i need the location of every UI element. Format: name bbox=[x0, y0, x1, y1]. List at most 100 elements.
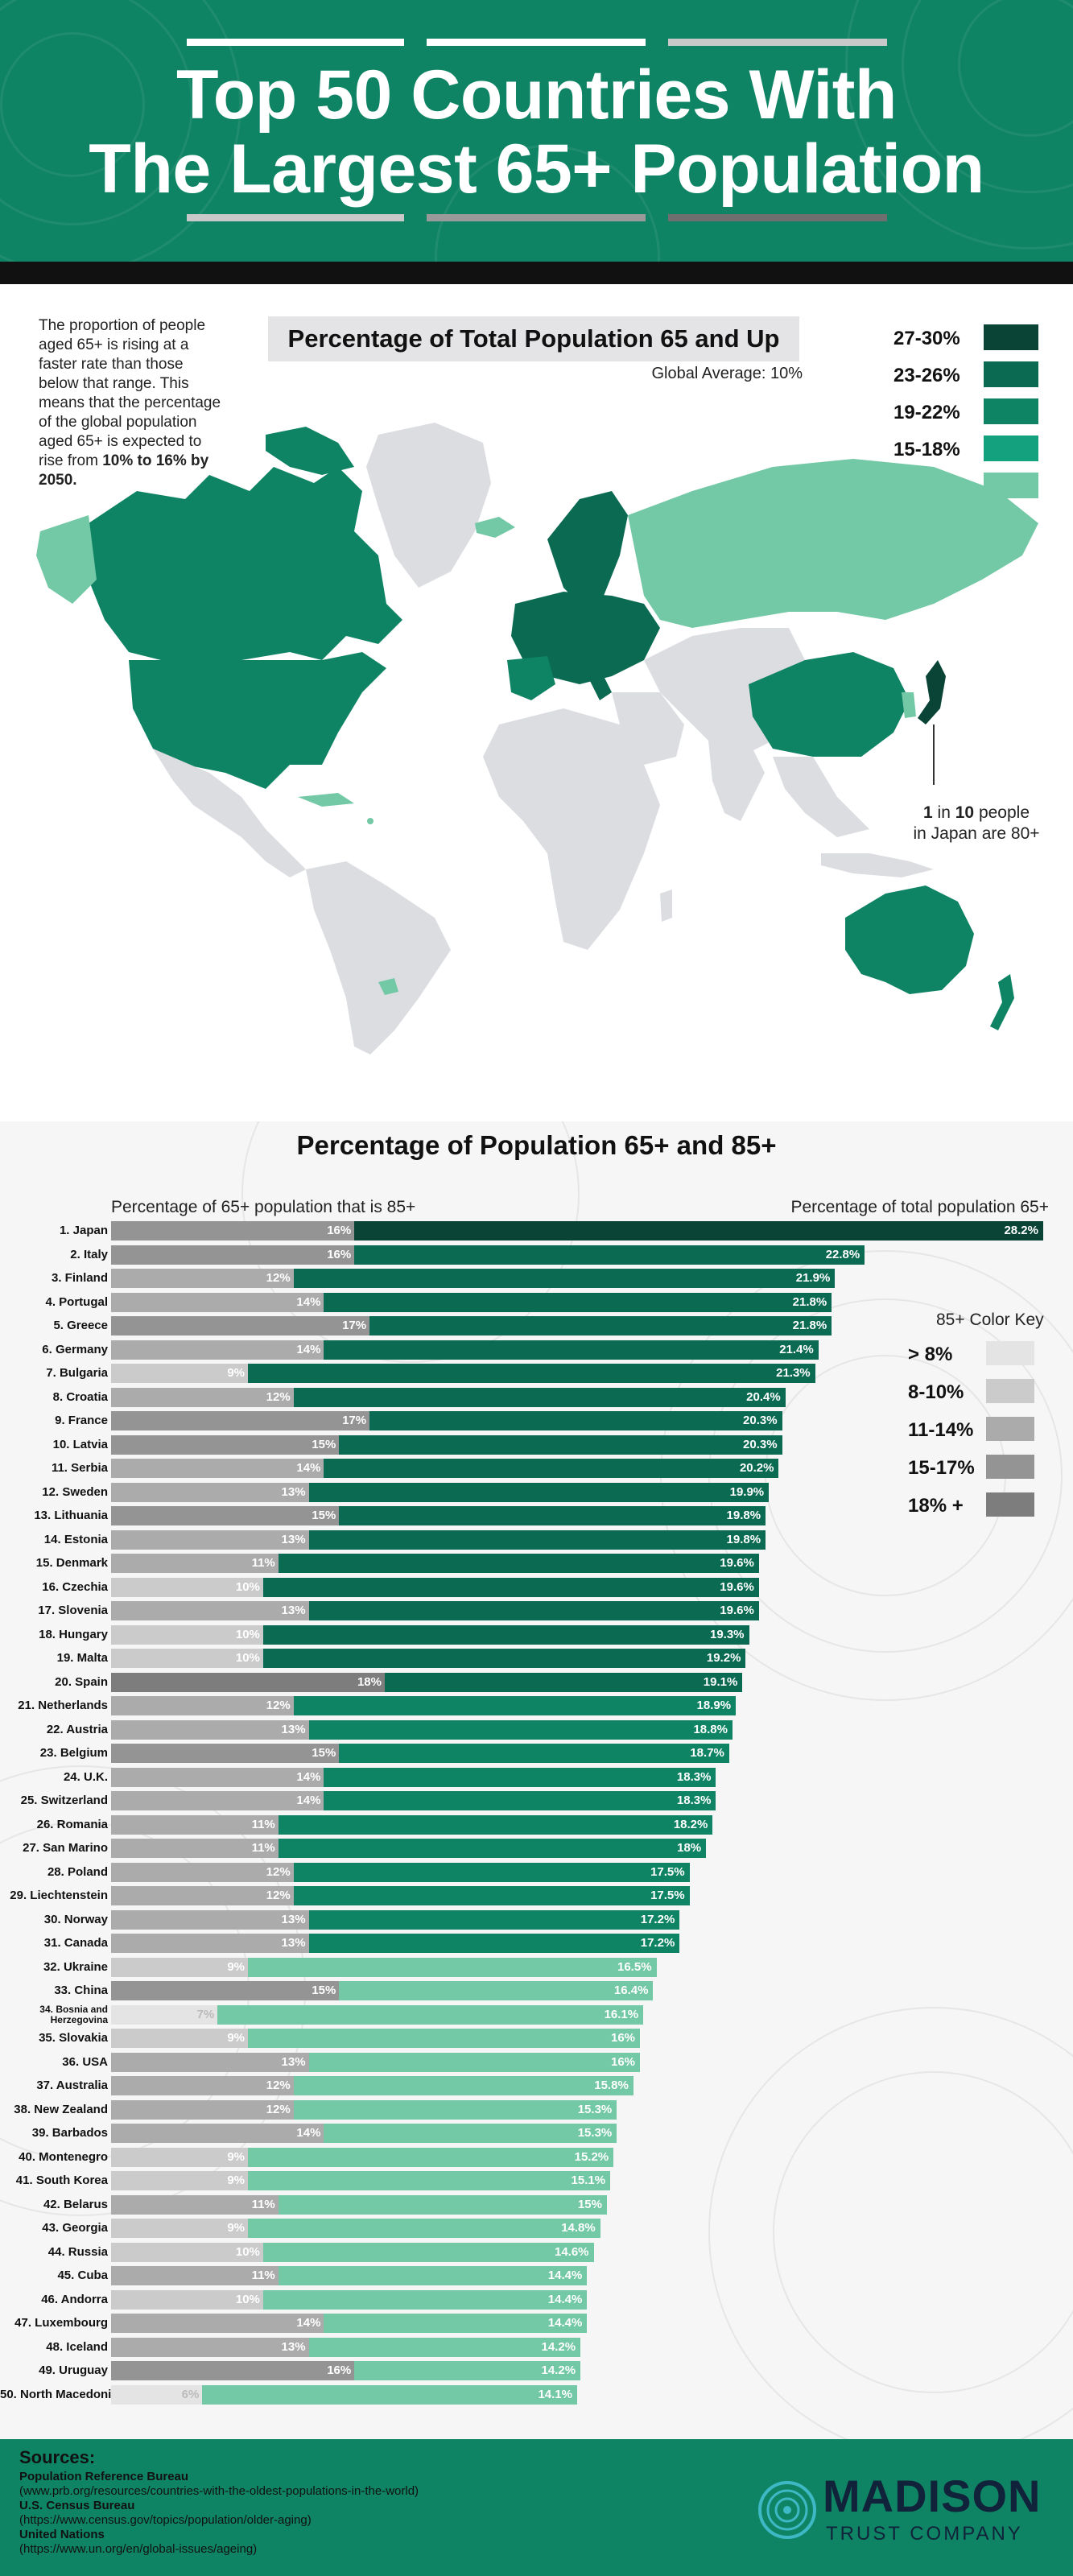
bar-65-value: 15.2% bbox=[574, 2149, 609, 2164]
color-key-label: 15-17% bbox=[908, 1457, 975, 1479]
bar-85-plus: 17% bbox=[111, 1316, 370, 1335]
country-label: 22. Austria bbox=[46, 1722, 108, 1736]
map-china bbox=[749, 652, 910, 757]
color-key-swatch bbox=[986, 1417, 1034, 1441]
title-rule bbox=[427, 39, 646, 46]
bar-85-plus: 11% bbox=[111, 1554, 279, 1573]
map-legend-label: 19-22% bbox=[893, 402, 960, 423]
bar-85-value: 9% bbox=[227, 2031, 245, 2045]
bar-85-value: 16% bbox=[327, 1247, 352, 1261]
bar-row: 12. Sweden 19.9% 13% bbox=[0, 1482, 1073, 1503]
bar-65-value: 20.2% bbox=[739, 1461, 774, 1475]
japan-note-num2: 10 bbox=[955, 803, 975, 822]
bar-85-value: 14% bbox=[296, 2316, 321, 2330]
bar-85-plus: 11% bbox=[111, 2266, 279, 2285]
country-label: 35. Slovakia bbox=[39, 2031, 108, 2045]
bar-row: 3. Finland 21.9% 12% bbox=[0, 1268, 1073, 1289]
bar-85-plus: 13% bbox=[111, 1601, 309, 1620]
bar-85-value: 13% bbox=[281, 2339, 306, 2354]
map-russia bbox=[628, 459, 1038, 628]
bar-row: 44. Russia 14.6% 10% bbox=[0, 2242, 1073, 2263]
bar-65-value: 21.8% bbox=[792, 1319, 827, 1332]
country-label: 42. Belarus bbox=[43, 2197, 108, 2211]
bar-row: 6. Germany 21.4% 14% bbox=[0, 1340, 1073, 1360]
bar-85-plus: 11% bbox=[111, 2194, 279, 2215]
japan-note: 1 in 10 people in Japan are 80+ bbox=[900, 803, 1053, 844]
world-map bbox=[36, 423, 1038, 1055]
bar-85-value: 10% bbox=[235, 2292, 260, 2306]
country-label: 41. South Korea bbox=[15, 2174, 108, 2187]
bar-85-value: 11% bbox=[251, 1556, 275, 1570]
bar-85-value: 12% bbox=[266, 1271, 291, 1285]
bar-65-value: 15.8% bbox=[594, 2079, 629, 2092]
page-title: Top 50 Countries With The Largest 65+ Po… bbox=[0, 58, 1073, 206]
map-uruguay bbox=[378, 978, 398, 995]
bar-85-plus: 12% bbox=[111, 2099, 294, 2120]
bar-85-value: 9% bbox=[227, 2149, 245, 2164]
bar-65-value: 22.8% bbox=[825, 1247, 860, 1261]
label-65-plus: Percentage of total population 65+ bbox=[790, 1198, 1050, 1216]
bar-row: 32. Ukraine 16.5% 9% bbox=[0, 1957, 1073, 1978]
map-legend-item: 23-26% bbox=[893, 361, 1038, 389]
bar-row: 17. Slovenia 19.6% 13% bbox=[0, 1600, 1073, 1621]
bar-85-plus: 12% bbox=[111, 1269, 294, 1288]
bar-65-value: 21.9% bbox=[795, 1271, 831, 1285]
bar-65-value: 19.9% bbox=[729, 1484, 765, 1499]
bar-row: 47. Luxembourg 14.4% 14% bbox=[0, 2313, 1073, 2334]
bar-row: 26. Romania 18.2% 11% bbox=[0, 1814, 1073, 1835]
bar-row: 8. Croatia 20.4% 12% bbox=[0, 1387, 1073, 1408]
map-scandinavia bbox=[547, 491, 628, 604]
bar-85-plus: 12% bbox=[111, 1862, 294, 1882]
bar-65-value: 15% bbox=[577, 2197, 602, 2211]
country-label: 19. Malta bbox=[56, 1651, 108, 1665]
bar-85-plus: 10% bbox=[111, 1577, 263, 1597]
bar-row: 25. Switzerland 18.3% 14% bbox=[0, 1790, 1073, 1811]
country-label: 40. Montenegro bbox=[19, 2149, 108, 2164]
bar-row: 37. Australia 15.8% 12% bbox=[0, 2075, 1073, 2096]
bar-85-value: 15% bbox=[312, 1509, 336, 1522]
bar-85-value: 10% bbox=[235, 1627, 260, 1641]
bar-65-value: 21.4% bbox=[779, 1342, 814, 1356]
bar-65-value: 19.6% bbox=[720, 1604, 754, 1617]
bar-85-value: 9% bbox=[227, 2174, 245, 2187]
bar-row: 15. Denmark 19.6% 11% bbox=[0, 1553, 1073, 1574]
bar-row: 42. Belarus 15% 11% bbox=[0, 2194, 1073, 2215]
color-key-item: 15-17% bbox=[902, 1455, 1034, 1480]
bar-row: 50. North Macedonia 14.1% 6% bbox=[0, 2384, 1073, 2405]
map-legend-swatch bbox=[984, 436, 1038, 461]
bar-85-plus: 15% bbox=[111, 1744, 340, 1763]
bar-row: 35. Slovakia 16% 9% bbox=[0, 2028, 1073, 2049]
country-label: 4. Portugal bbox=[45, 1294, 108, 1309]
wood-ring bbox=[0, 32, 145, 177]
intro-body: The proportion of people aged 65+ is ris… bbox=[39, 317, 221, 469]
page-title-line-1: Top 50 Countries With bbox=[176, 56, 897, 134]
label-85-plus: Percentage of 65+ population that is 85+ bbox=[111, 1198, 416, 1216]
bar-65-value: 14.6% bbox=[554, 2244, 589, 2259]
japan-note-in: in bbox=[937, 803, 951, 822]
bar-row: 33. China 16.4% 15% bbox=[0, 1980, 1073, 2001]
map-india bbox=[708, 741, 765, 821]
bar-65-value: 16.5% bbox=[617, 1959, 652, 1974]
bar-85-plus: 14% bbox=[111, 1292, 324, 1312]
map-indonesia bbox=[821, 853, 934, 877]
bar-65-value: 14.1% bbox=[538, 2387, 572, 2401]
bar-65-value: 19.2% bbox=[706, 1651, 741, 1665]
bar-85-plus: 15% bbox=[111, 1435, 340, 1455]
bar-85-value: 11% bbox=[251, 1817, 275, 1831]
bar-85-plus: 9% bbox=[111, 2171, 248, 2190]
map-canada bbox=[89, 467, 402, 660]
bar-row: 19. Malta 19.2% 10% bbox=[0, 1648, 1073, 1669]
bar-85-plus: 12% bbox=[111, 1886, 294, 1905]
country-label: 49. Uruguay bbox=[39, 2363, 108, 2377]
bar-85-value: 14% bbox=[296, 2126, 321, 2140]
bar-85-value: 6% bbox=[181, 2387, 200, 2401]
bar-row: 10. Latvia 20.3% 15% bbox=[0, 1435, 1073, 1455]
bar-85-plus: 13% bbox=[111, 1482, 309, 1502]
bar-65-value: 14.2% bbox=[541, 2363, 576, 2377]
bar-65-value: 18.8% bbox=[693, 1722, 728, 1736]
country-label: 47. Luxembourg bbox=[14, 2316, 108, 2330]
map-barbados bbox=[367, 818, 373, 824]
bar-85-value: 15% bbox=[312, 1984, 336, 1997]
bar-65-value: 19.8% bbox=[726, 1532, 761, 1546]
bar-85-plus: 10% bbox=[111, 2242, 263, 2262]
